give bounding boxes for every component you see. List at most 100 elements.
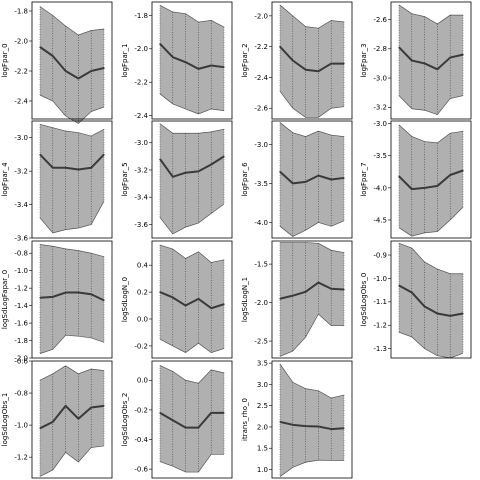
y-tick-label: -1.4 xyxy=(14,302,28,310)
confidence-band xyxy=(160,365,224,473)
panel-frame xyxy=(271,360,353,479)
y-axis-label: logFpar_5 xyxy=(121,162,129,196)
upper-bound-line xyxy=(280,242,345,253)
mean-point xyxy=(343,288,345,291)
mean-point xyxy=(330,428,332,430)
upper-bound-line xyxy=(159,5,225,28)
mean-point xyxy=(436,312,438,315)
panel-logSdLogN_1: -2.5 -2.0 -1.5 logSdLogN_1 xyxy=(241,240,353,359)
y-axis-label: logSdLogN_1 xyxy=(241,277,249,322)
y-tick-label: 0.0 xyxy=(137,315,148,323)
mean-point xyxy=(424,305,426,308)
mean-point xyxy=(330,62,332,65)
y-tick-label: -1.2 xyxy=(14,454,28,462)
y-tick-label: 3.5 xyxy=(257,360,268,368)
y-tick-label: 0.0 xyxy=(137,377,148,385)
mean-point xyxy=(223,303,225,305)
mean-point xyxy=(185,172,187,174)
mean-point xyxy=(185,304,187,307)
mean-point xyxy=(279,171,281,173)
panel-frame xyxy=(151,360,233,479)
y-tick-label: -2.6 xyxy=(373,16,387,24)
y-axis-label: logFpar_2 xyxy=(241,43,249,77)
confidence-band xyxy=(160,5,224,114)
mean-point xyxy=(52,55,54,57)
mean-point xyxy=(197,298,199,300)
lower-bound-line xyxy=(398,95,464,116)
y-tick-label: -3.5 xyxy=(373,152,387,160)
mean-series-line xyxy=(159,411,224,429)
confidence-band xyxy=(160,245,224,353)
lower-bound-line xyxy=(398,331,464,359)
upper-bound-line xyxy=(279,363,345,399)
y-tick-label: -0.4 xyxy=(134,436,148,444)
panel-frame xyxy=(390,120,472,239)
mean-series-line xyxy=(159,291,225,310)
mean-point xyxy=(210,412,212,414)
mean-point xyxy=(317,425,319,428)
mean-point xyxy=(292,182,294,184)
y-tick-label: -2.4 xyxy=(134,112,148,120)
mean-point xyxy=(90,167,92,169)
mean-point xyxy=(424,62,426,65)
panel-itrans_rho_0: 1.0 1.5 2.0 2.5 3.0 3.5 itrans_rho_0 xyxy=(241,360,353,479)
panel-frame xyxy=(151,120,233,239)
mean-point xyxy=(77,168,79,171)
y-tick-label: -2.0 xyxy=(134,45,148,53)
mean-series-line xyxy=(279,170,345,185)
panel-frame xyxy=(31,240,113,359)
mean-point xyxy=(210,307,212,309)
y-tick-label: -2.8 xyxy=(373,45,387,53)
lower-bound-line xyxy=(39,445,105,477)
panel-logFpar_0: -2.4 -2.2 -2.0 -1.8 logFpar_0 xyxy=(1,1,113,124)
upper-bound-line xyxy=(279,4,345,29)
panel-logFpar_3: -3.2 -3.0 -2.8 -2.6 logFpar_3 xyxy=(360,1,472,120)
y-tick-label: -3.2 xyxy=(134,166,148,174)
mean-point xyxy=(305,425,307,427)
mean-point xyxy=(223,66,225,68)
panel-frame xyxy=(31,120,113,239)
y-tick-label: 1.5 xyxy=(257,445,268,453)
y-tick-label: -0.9 xyxy=(373,251,387,259)
lower-bound-line xyxy=(39,201,105,234)
upper-bound-line xyxy=(39,365,105,381)
upper-bound-line xyxy=(39,6,105,36)
y-tick-label: -1.0 xyxy=(14,422,28,430)
upper-bound-line xyxy=(279,122,345,137)
y-tick-label: -1.3 xyxy=(373,345,387,353)
upper-bound-line xyxy=(159,123,225,134)
mean-point xyxy=(343,427,345,429)
y-tick-label: -3.0 xyxy=(134,139,148,147)
y-tick-label: -3.5 xyxy=(254,180,268,188)
y-tick-label: -4.5 xyxy=(373,216,387,224)
y-tick-label: -1.8 xyxy=(134,12,148,20)
confidence-band xyxy=(40,244,104,354)
mean-point xyxy=(292,424,294,426)
y-tick-label: -1.1 xyxy=(373,298,387,306)
mean-point xyxy=(305,291,307,293)
y-tick-label: 3.0 xyxy=(257,381,268,389)
mean-point xyxy=(292,59,294,62)
mean-point xyxy=(317,281,319,284)
mean-point xyxy=(462,312,464,315)
y-tick-label: -2.2 xyxy=(14,67,28,75)
mean-point xyxy=(330,288,332,290)
y-axis-label: logFpar_7 xyxy=(360,162,368,196)
mean-point xyxy=(90,406,92,409)
panel-logSdLogN_0: -0.2 0.0 0.2 0.4 logSdLogN_0 xyxy=(121,240,233,359)
mean-series-line xyxy=(39,153,105,171)
y-tick-label: 0.4 xyxy=(137,262,149,270)
panel-frame xyxy=(271,240,353,359)
lower-bound-line xyxy=(279,459,344,478)
panel-frame xyxy=(31,1,113,120)
mean-point xyxy=(411,188,413,190)
lower-bound-line xyxy=(159,453,224,473)
mean-point xyxy=(90,293,92,295)
y-axis-label: logSdLogN_0 xyxy=(121,277,129,322)
y-tick-label: -2.6 xyxy=(254,105,268,113)
y-tick-label: -3.2 xyxy=(373,104,387,112)
y-tick-label: -2.5 xyxy=(254,337,268,345)
upper-bound-line xyxy=(398,243,463,275)
y-tick-label: -0.6 xyxy=(134,466,148,474)
panel-logFpar_1: -2.4 -2.2 -2.0 -1.8 logFpar_1 xyxy=(121,1,233,120)
